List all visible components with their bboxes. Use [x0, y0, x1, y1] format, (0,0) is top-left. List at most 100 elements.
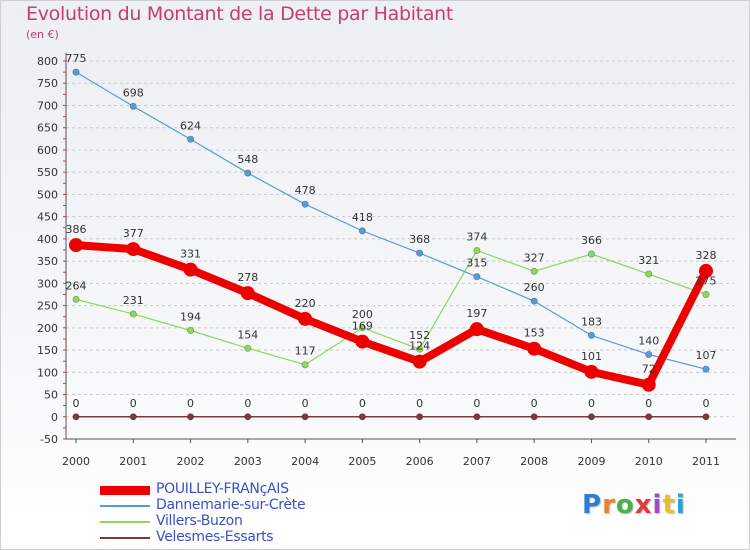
logo-letter: i	[652, 490, 663, 520]
data-point	[187, 326, 195, 334]
data-point	[183, 262, 198, 277]
y-tick-label: 100	[37, 366, 58, 379]
series-group	[69, 68, 713, 421]
data-label: 154	[237, 328, 258, 341]
data-label: 548	[237, 153, 258, 166]
data-label: 72	[642, 363, 656, 376]
data-label: 0	[130, 397, 137, 410]
data-point	[301, 413, 309, 421]
axes: -50 0 50 100 150 200 250 300 350 400 450 500 550 600 6…	[37, 53, 736, 468]
y-tick-label: 800	[37, 55, 58, 68]
series-line-1	[75, 71, 707, 370]
data-point	[358, 324, 366, 332]
logo-letter: t	[662, 490, 676, 520]
data-label: 321	[638, 254, 659, 267]
data-label: 0	[703, 397, 710, 410]
data-label: 478	[295, 184, 316, 197]
data-label: 220	[295, 297, 316, 310]
x-tick-label: 2003	[234, 455, 262, 468]
data-point	[69, 238, 83, 253]
y-tick-label: 450	[37, 211, 58, 224]
y-tick-label: 50	[44, 389, 58, 402]
x-tick-label: 2011	[692, 455, 720, 468]
data-label: 169	[352, 320, 373, 333]
data-label: 418	[352, 211, 373, 224]
x-tick-label: 2006	[406, 455, 434, 468]
chart-subtitle: (en €)	[26, 28, 59, 41]
chart-title: Evolution du Montant de la Dette par Hab…	[26, 3, 454, 25]
data-point	[240, 286, 255, 301]
y-tick-label: 500	[37, 188, 58, 201]
data-label: 386	[66, 223, 87, 236]
data-point	[584, 364, 599, 379]
data-point	[244, 413, 252, 421]
data-label: 327	[524, 251, 545, 264]
data-point	[358, 413, 366, 421]
logo-letter: x	[634, 490, 653, 520]
legend-swatch	[100, 505, 150, 507]
logo-letter: r	[602, 490, 616, 520]
x-tick-label: 2005	[348, 455, 376, 468]
data-label: 124	[409, 340, 430, 353]
data-point	[416, 345, 424, 353]
data-label: 197	[466, 307, 487, 320]
legend-label: Villers-Buzon	[156, 513, 243, 529]
data-point	[72, 68, 80, 76]
y-tick-label: 650	[37, 122, 58, 135]
series-line-2	[75, 249, 707, 366]
series-line-0	[75, 241, 710, 389]
data-point	[129, 413, 137, 421]
data-point	[416, 249, 424, 257]
x-tick-label: 2009	[577, 455, 605, 468]
data-point	[641, 377, 656, 392]
proxiti-logo: Proxiti	[582, 490, 686, 520]
x-tick-label: 2000	[62, 455, 90, 468]
x-tick-label: 2007	[463, 455, 491, 468]
data-label: 0	[244, 397, 251, 410]
y-tick-label: -50	[40, 433, 58, 446]
data-point	[702, 413, 710, 421]
data-label: 0	[531, 397, 538, 410]
data-point	[355, 334, 370, 349]
x-tick-label: 2001	[119, 455, 147, 468]
data-label: 260	[524, 281, 545, 294]
data-point	[298, 311, 313, 326]
data-label: 278	[237, 271, 258, 284]
data-label: 194	[180, 310, 201, 323]
x-tick-label: 2002	[177, 455, 205, 468]
data-point	[473, 413, 481, 421]
data-label: 140	[638, 335, 659, 348]
data-label: 0	[473, 397, 480, 410]
x-tick-label: 2004	[291, 455, 319, 468]
legend-swatch	[100, 521, 150, 523]
logo-letter: i	[675, 490, 686, 520]
legend-swatch	[100, 486, 150, 495]
data-label: 101	[581, 350, 602, 363]
data-point	[645, 413, 653, 421]
legend-label: Dannemarie-sur-Crète	[156, 497, 306, 513]
x-tick-label: 2008	[520, 455, 548, 468]
data-label: 328	[696, 249, 717, 262]
data-label: 200	[352, 308, 373, 321]
data-label: 366	[581, 234, 602, 247]
y-tick-label: 700	[37, 99, 58, 112]
y-tick-label: 750	[37, 77, 58, 90]
data-point	[473, 246, 481, 254]
data-label: 0	[588, 397, 595, 410]
data-point	[699, 263, 713, 278]
y-tick-label: 550	[37, 166, 58, 179]
data-point	[412, 354, 427, 369]
data-label: 117	[295, 345, 316, 358]
data-label: 377	[123, 227, 144, 240]
data-label: 775	[66, 52, 87, 65]
data-point	[469, 322, 484, 337]
logo-letter: P	[582, 490, 603, 520]
data-point	[126, 242, 141, 257]
y-tick-label: 250	[37, 300, 58, 313]
data-label: 275	[696, 274, 717, 287]
data-point	[187, 135, 195, 143]
logo-letter: o	[615, 490, 635, 520]
data-label: 0	[187, 397, 194, 410]
